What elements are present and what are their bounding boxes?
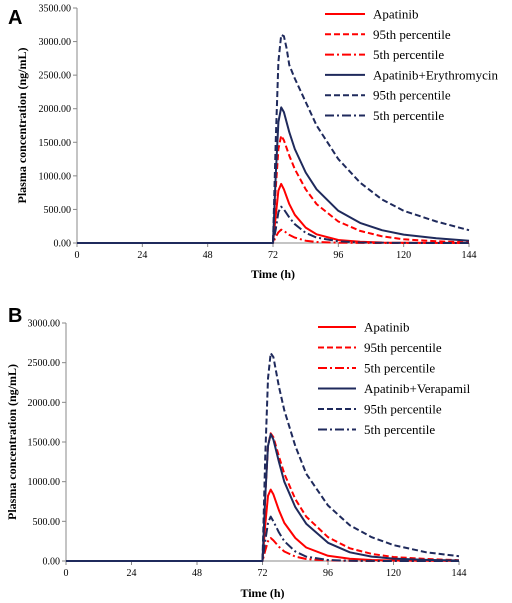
panel-b-x-tick-label: 48 bbox=[192, 568, 202, 579]
panel-a-x-axis-title: Time (h) bbox=[251, 267, 295, 281]
panel-a-legend-label: 95th percentile bbox=[373, 88, 451, 103]
panel-b-series-line-5 bbox=[66, 515, 459, 562]
panel-b-letter: B bbox=[8, 305, 22, 327]
panel-a-x-tick-label: 96 bbox=[333, 250, 343, 261]
panel-b-legend: Apatinib 95th percentile 5th percentile Apa… bbox=[318, 320, 471, 437]
panel-a-legend-label: 95th percentile bbox=[373, 27, 451, 42]
panel-a-y-tick-label: 500.00 bbox=[44, 205, 72, 216]
panel-a-y-tick-label: 1000.00 bbox=[39, 171, 72, 182]
panel-a-y-tick-label: 0.00 bbox=[54, 239, 72, 250]
panel-a-legend-label: Apatinib+Erythromycin bbox=[373, 67, 499, 82]
panel-a-legend: Apatinib 95th percentile 5th percentile Apa… bbox=[325, 7, 499, 123]
panel-b-x-tick-label: 0 bbox=[64, 568, 69, 579]
panel-a-legend-label: 5th percentile bbox=[373, 47, 444, 62]
panel-b-x-tick-label: 24 bbox=[127, 568, 137, 579]
panel-b-y-tick-label: 2000.00 bbox=[28, 398, 61, 409]
panel-a-letter: A bbox=[8, 7, 22, 29]
panel-b-x-tick-label: 96 bbox=[323, 568, 333, 579]
panel-a-series-line-5 bbox=[77, 205, 469, 244]
panel-a-x-tick-label: 144 bbox=[462, 250, 477, 261]
panel-b-series-line-1 bbox=[66, 432, 460, 562]
panel-a-y-tick-label: 3000.00 bbox=[39, 37, 72, 48]
panel-a-y-tick-label: 2500.00 bbox=[39, 71, 72, 82]
panel-b-legend-label: 5th percentile bbox=[364, 422, 435, 437]
panel-b-y-tick-label: 0.00 bbox=[43, 557, 61, 568]
panel-b-legend-label: 95th percentile bbox=[364, 340, 442, 355]
panel-b-x-tick-label: 72 bbox=[258, 568, 268, 579]
panel-b-x-tick-label: 120 bbox=[386, 568, 401, 579]
panel-b-series-line-4 bbox=[66, 352, 460, 562]
panel-b-y-tick-label: 1000.00 bbox=[28, 477, 61, 488]
panel-a-series-line-1 bbox=[77, 134, 470, 244]
panel-b-y-axis-title: Plasma concentration (ng/mL) bbox=[5, 364, 19, 520]
panel-b-legend-label: Apatinib+Verapamil bbox=[364, 381, 471, 396]
panel-b-y-tick-label: 1500.00 bbox=[28, 438, 61, 449]
panel-a-x-tick-label: 0 bbox=[75, 250, 80, 261]
panel-a-series-line-3 bbox=[77, 106, 470, 244]
panel-a-y-tick-label: 3500.00 bbox=[39, 4, 72, 15]
panel-a-y-tick-label: 1500.00 bbox=[39, 138, 72, 149]
panel-b-series-line-2 bbox=[66, 537, 459, 562]
panel-b-legend-label: 95th percentile bbox=[364, 402, 442, 417]
panel-b-y-tick-label: 3000.00 bbox=[28, 319, 61, 330]
panel-b-legend-label: 5th percentile bbox=[364, 361, 435, 376]
panel-b-y-tick-label: 2500.00 bbox=[28, 358, 61, 369]
panel-a-series-line-4 bbox=[77, 33, 470, 244]
panel-a-legend-label: 5th percentile bbox=[373, 108, 444, 123]
panel-b-x-tick-label: 144 bbox=[452, 568, 467, 579]
panel-b-x-axis-title: Time (h) bbox=[240, 586, 284, 600]
panel-a-y-tick-label: 2000.00 bbox=[39, 104, 72, 115]
panel-a-x-tick-label: 48 bbox=[203, 250, 213, 261]
panel-a: A 0.00 500.00 1000.00 1500.00 2000.00 2500.00… bbox=[8, 4, 499, 282]
panel-a-y-axis-title: Plasma concentration (ng/mL) bbox=[15, 48, 29, 204]
panel-a-x-tick-label: 72 bbox=[268, 250, 278, 261]
panel-a-x-tick-label: 24 bbox=[137, 250, 147, 261]
panel-b-series-line-3 bbox=[66, 433, 460, 562]
panel-a-x-tick-label: 120 bbox=[396, 250, 411, 261]
panel-b: B 0.00 500.00 1000.00 1500.00 2000.00 2500.00… bbox=[5, 305, 471, 600]
panel-b-y-tick-label: 500.00 bbox=[33, 517, 61, 528]
panel-b-legend-label: Apatinib bbox=[364, 320, 410, 335]
panel-a-legend-label: Apatinib bbox=[373, 7, 419, 22]
